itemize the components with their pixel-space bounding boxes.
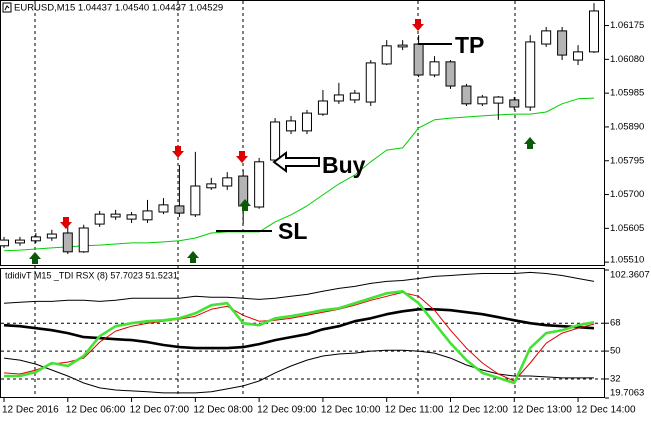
series-line bbox=[3, 291, 595, 382]
candle-body bbox=[206, 183, 217, 189]
series-line bbox=[3, 308, 595, 350]
symbol-icon-glyph bbox=[4, 5, 10, 11]
series-line bbox=[3, 271, 595, 304]
candle-body bbox=[333, 94, 344, 102]
candle-body bbox=[349, 92, 360, 101]
buy-pointer bbox=[272, 151, 320, 173]
y-tick-label: 1.05700 bbox=[610, 189, 644, 200]
series-line bbox=[3, 349, 594, 394]
x-tick-label: 12 Dec 10:00 bbox=[321, 405, 381, 416]
candle-body bbox=[461, 85, 472, 105]
symbol-icon bbox=[2, 2, 12, 13]
sell-arrow bbox=[412, 19, 424, 31]
y-tick-label: 1.05795 bbox=[610, 155, 644, 166]
y-tick-label: 32 bbox=[610, 373, 621, 384]
candle-body bbox=[254, 161, 265, 208]
candle-body bbox=[589, 10, 599, 53]
candle-body bbox=[301, 112, 312, 132]
buy-arrow bbox=[239, 199, 251, 211]
x-tick-label: 12 Dec 2016 bbox=[2, 405, 59, 416]
y-tick-label: 1.05510 bbox=[610, 255, 644, 266]
buy-arrows bbox=[29, 137, 536, 264]
candle-body bbox=[270, 121, 281, 161]
indicator-title: tdidivT M15 _TDI RSX (8) 57.7023 51.5231 bbox=[5, 270, 178, 280]
candle-body bbox=[174, 205, 185, 214]
x-tick-label: 12 Dec 07:00 bbox=[130, 405, 190, 416]
candle-body bbox=[14, 239, 25, 244]
buy-arrow bbox=[524, 137, 536, 149]
candle-body bbox=[365, 62, 376, 103]
candle-body bbox=[525, 41, 536, 108]
candle-body bbox=[477, 96, 488, 105]
series-line bbox=[4, 290, 595, 385]
candle-body bbox=[381, 45, 392, 65]
candle-body bbox=[94, 213, 105, 225]
x-tick-label: 12 Dec 09:00 bbox=[257, 405, 317, 416]
candle-body bbox=[190, 185, 201, 216]
candle-body bbox=[541, 30, 552, 45]
candle-body bbox=[397, 44, 408, 48]
x-tick-label: 12 Dec 12:00 bbox=[448, 405, 508, 416]
y-tick-label: 1.05985 bbox=[610, 88, 644, 99]
x-tick-label: 12 Dec 14:00 bbox=[576, 405, 636, 416]
candle-body bbox=[429, 61, 440, 76]
y-tick-label: 68 bbox=[610, 318, 621, 329]
x-tick-label: 12 Dec 11:00 bbox=[385, 405, 444, 416]
candle-body bbox=[493, 96, 504, 104]
candle-body bbox=[317, 100, 328, 115]
candle-body bbox=[573, 51, 584, 61]
candle-body bbox=[286, 120, 297, 132]
candle-body bbox=[142, 210, 153, 221]
candle-body bbox=[110, 213, 121, 218]
y-tick-label: 102.3607 bbox=[610, 270, 650, 281]
candle-body bbox=[445, 61, 456, 87]
candle-body bbox=[46, 233, 57, 239]
x-tick-label: 12 Dec 08:00 bbox=[193, 405, 253, 416]
x-tick-label: 12 Dec 06:00 bbox=[66, 405, 126, 416]
candle-body bbox=[30, 236, 41, 242]
main-panel-frame bbox=[0, 0, 605, 266]
y-tick-label: 1.05605 bbox=[610, 223, 644, 234]
plot: 12 Dec 2016 12 Dec 06:00 12 Dec 07:00 12 De… bbox=[0, 3, 650, 416]
y-tick-label: 1.05890 bbox=[610, 121, 644, 132]
candle-body bbox=[158, 204, 169, 213]
candle-body bbox=[222, 177, 233, 187]
buy-label: Buy bbox=[322, 152, 366, 178]
candle-body bbox=[126, 214, 137, 220]
x-tick-label: 12 Dec 13:00 bbox=[512, 405, 572, 416]
candle-body bbox=[509, 99, 520, 108]
candle-body bbox=[78, 227, 89, 253]
buy-arrow bbox=[187, 251, 199, 263]
sell-arrow bbox=[236, 151, 248, 163]
candle-body bbox=[0, 239, 9, 247]
sell-arrow bbox=[172, 146, 184, 158]
indicator-panel-frame bbox=[0, 268, 605, 398]
y-tick-label: 1.06175 bbox=[610, 20, 644, 31]
candle-body bbox=[62, 232, 73, 253]
sl-label: SL bbox=[278, 218, 307, 244]
tp-label: TP bbox=[455, 32, 484, 58]
y-tick-label: 1.06080 bbox=[610, 54, 644, 65]
buy-arrow bbox=[29, 252, 41, 264]
y-tick-label: 19.7063 bbox=[610, 388, 644, 399]
chart-title: EURUSD,M15 1.04437 1.04540 1.04437 1.045… bbox=[14, 3, 223, 14]
candle-body bbox=[413, 43, 424, 76]
candle-body bbox=[557, 30, 568, 56]
sell-arrow bbox=[60, 217, 72, 229]
y-tick-label: 50 bbox=[610, 346, 621, 357]
series-line bbox=[3, 97, 595, 252]
sell-arrows bbox=[60, 19, 424, 229]
